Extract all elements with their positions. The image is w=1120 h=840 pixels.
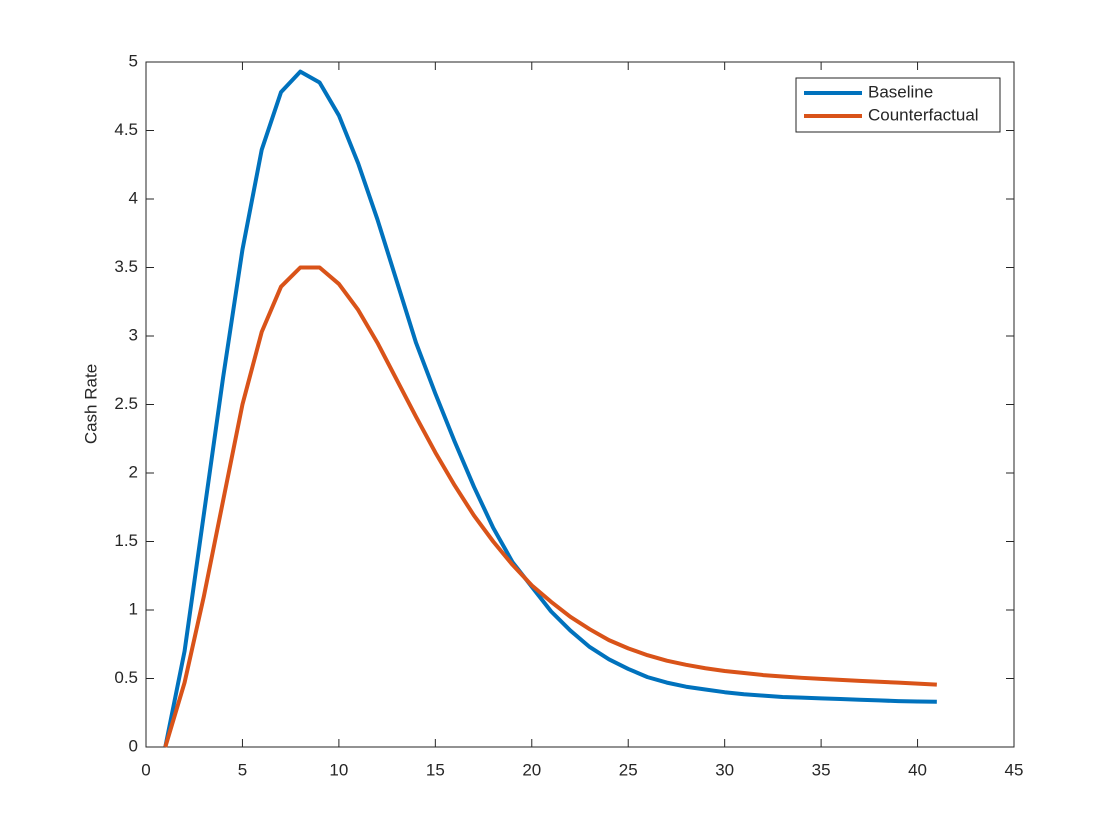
x-tick-label: 30: [715, 760, 734, 779]
y-tick-label: 1: [129, 599, 138, 618]
y-tick-label: 2.5: [114, 394, 138, 413]
y-axis-label: Cash Rate: [81, 364, 100, 444]
x-tick-label: 15: [426, 760, 445, 779]
plot-area: [145, 61, 1015, 748]
y-tick-label: 4.5: [114, 120, 138, 139]
legend-box: [795, 77, 1001, 133]
y-tick-label: 3: [129, 325, 138, 344]
y-tick-label: 4: [129, 188, 138, 207]
line-series: [163, 69, 937, 748]
y-tick-label: 5: [129, 51, 138, 70]
x-tick-label: 40: [908, 760, 927, 779]
y-tick-label: 1.5: [114, 531, 138, 550]
x-tick-label: 35: [812, 760, 831, 779]
legend-label: Counterfactual: [868, 105, 979, 124]
legend-label: Baseline: [868, 82, 933, 101]
x-tick-label: 10: [329, 760, 348, 779]
x-tick-label: 5: [238, 760, 247, 779]
y-tick-label: 0: [129, 736, 138, 755]
x-tick-label: 20: [522, 760, 541, 779]
x-tick-label: 45: [1005, 760, 1024, 779]
y-tick-label: 2: [129, 462, 138, 481]
x-tick-label: 0: [141, 760, 150, 779]
x-tick-label: 25: [619, 760, 638, 779]
y-tick-label: 3.5: [114, 257, 138, 276]
line-series: [163, 265, 937, 748]
y-tick-label: 0.5: [114, 668, 138, 687]
